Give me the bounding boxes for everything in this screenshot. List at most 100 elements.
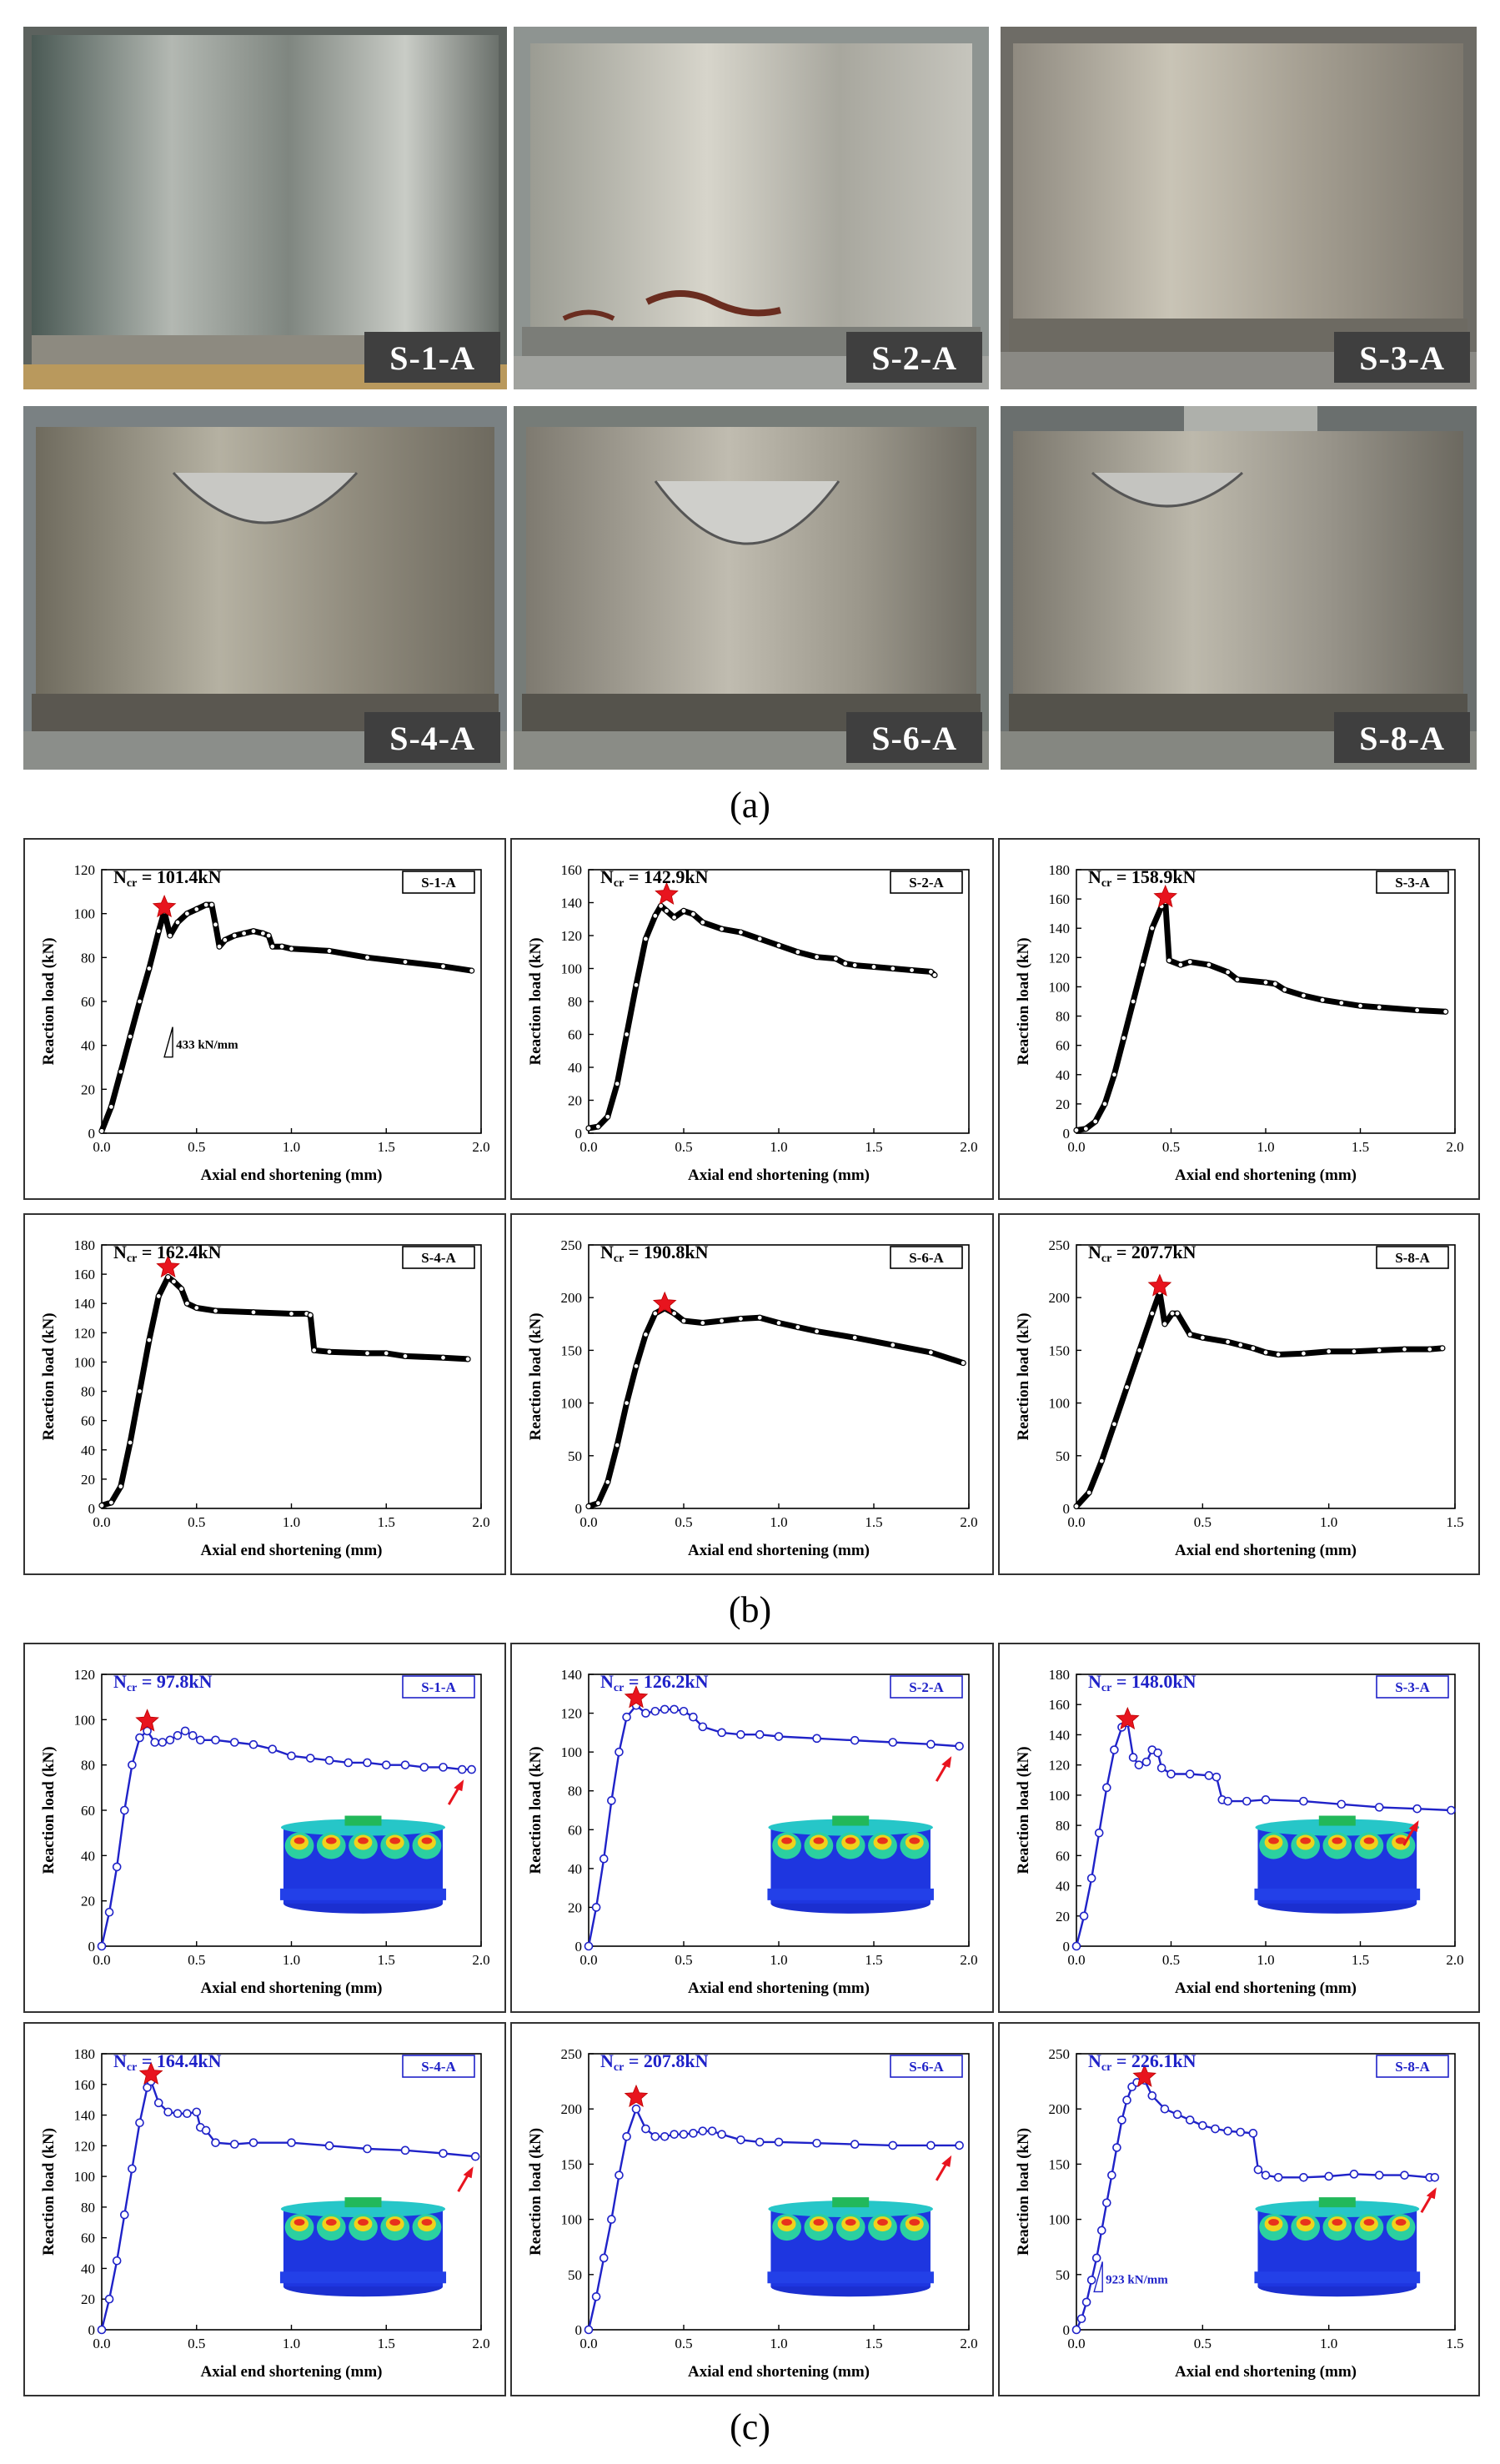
plot-area-border [1076,1244,1456,1509]
data-point [1299,2172,1308,2182]
x-tick-label: 1.5 [1446,1514,1463,1530]
series-line [98,901,475,1134]
data-point [585,1503,592,1510]
specimen-tag-box [402,871,475,894]
y-tick-label: 20 [568,1093,582,1109]
x-tick-label: 2.0 [1446,1952,1463,1968]
data-point [173,1731,183,1740]
chart-c-s-6-a: 0 50 100 150 200 250 0.0 0.5 1.0 1.5 2.0 Axial end … [527,2046,978,2381]
fea-buckle-peak [813,2219,825,2226]
specimen-tag: S-4-A [421,1250,456,1266]
data-point [1112,2143,1121,2152]
specimen-tag: S-6-A [909,2059,944,2075]
fea-buckle-peak [1300,2219,1312,2226]
data-point [439,1763,448,1772]
x-tick-label: 2.0 [472,1514,489,1530]
data-point [150,1738,159,1747]
fea-top-ring [1255,1819,1420,1836]
data-point [269,943,276,950]
fea-buckle-peak [293,1837,305,1844]
data-point [1086,1874,1096,1883]
x-tick-label: 2.0 [960,2336,977,2351]
y-tick-label: 50 [1056,2267,1070,2283]
fea-buckle-peak [813,1837,825,1844]
data-point [1128,1753,1138,1762]
data-point [97,1941,107,1951]
photo-s-6-a: S-6-A [514,406,989,770]
data-point [143,2083,152,2092]
chart-c-s-2-a: 0 20 40 60 80 100 120 140 0.0 0.5 1.0 1.5 2.0 Axial e… [527,1667,978,1997]
chart-b-s-3-a: 0 20 40 60 80 100 120 140 160 180 0.0 0.5 1.0 1.5 2.0 A… [1015,862,1464,1184]
x-tick-label: 1.0 [770,2336,787,2351]
x-tick-label: 2.0 [472,1139,489,1155]
data-point [814,954,820,961]
data-point [180,1726,190,1736]
data-point [599,1854,609,1864]
x-tick-label: 1.5 [865,1139,882,1155]
data-point [1248,2129,1258,2138]
data-point [1299,1796,1308,1806]
fea-buckle-peak [845,2219,856,2226]
data-point [193,906,200,913]
arrow-head [941,1756,952,1769]
specimen-tag-box [890,1675,963,1699]
data-point [1076,2314,1086,2324]
x-axis-label: Axial end shortening (mm) [688,2363,870,2381]
data-point [1326,1348,1332,1355]
data-point [192,2107,202,2117]
chart-panel-c-s-2-a: 0 20 40 60 80 100 120 140 0.0 0.5 1.0 1.5 2.0 Axial e… [510,1643,994,2013]
data-point [193,1304,200,1312]
data-point [756,936,763,942]
specimen-photo [1001,27,1477,389]
data-point [1098,1458,1105,1464]
data-point [1414,1006,1421,1014]
fea-buckle-peak [325,1837,337,1844]
data-point [1427,1346,1433,1352]
x-tick-label: 0.0 [579,1139,597,1155]
y-tick-label: 100 [1049,2212,1071,2228]
x-tick-label: 0.0 [579,1514,597,1530]
y-tick-label: 150 [561,2156,583,2172]
chart-panel-c-s-4-a: 0 20 40 60 80 100 120 140 160 180 0.0 0.5 1.0 1.5 2.0 A… [23,2022,506,2396]
data-point [926,2140,936,2150]
caption-b: (b) [728,1589,772,1630]
photo-label: S-6-A [846,712,982,763]
data-point [1071,1941,1081,1951]
data-point [1101,1101,1108,1107]
chart-c-s-8-a: 0 50 100 150 200 250 0.0 0.5 1.0 1.5 Axial end sho… [1015,2046,1464,2381]
data-point [737,929,744,936]
data-point [1338,1000,1345,1006]
y-tick-label: 80 [81,1384,95,1400]
data-point [1212,1772,1222,1782]
y-tick-label: 80 [81,2200,95,2216]
data-point [1092,1118,1099,1125]
y-tick-label: 140 [561,896,583,911]
data-point [1376,1004,1382,1011]
plot-area-border [1076,2053,1456,2331]
data-point [383,1350,389,1357]
x-tick-label: 1.0 [283,2336,300,2351]
data-point [250,928,257,935]
specimen-tag: S-4-A [421,2059,456,2075]
data-point [690,911,696,917]
chart-panel-b-s-6-a: 0 50 100 150 200 250 0.0 0.5 1.0 1.5 2.0 Axial end … [510,1213,994,1575]
specimen-photo [514,406,989,770]
photo-label: S-2-A [846,332,982,383]
data-point [1261,1795,1271,1804]
data-point [888,2140,898,2150]
specimen-tag-box [1376,871,1449,894]
data-point [305,1754,315,1763]
x-axis-label: Axial end shortening (mm) [201,1542,383,1559]
data-point [795,1323,801,1331]
x-tick-label: 0.0 [93,1139,110,1155]
data-point [381,1760,391,1769]
chart-panel-b-s-3-a: 0 20 40 60 80 100 120 140 160 180 0.0 0.5 1.0 1.5 2.0 A… [998,838,1480,1200]
fea-contour-inset [279,2197,447,2297]
data-point [755,2137,765,2147]
data-point [591,2291,601,2301]
data-point [1141,1757,1151,1767]
fea-lower-ring [1254,2271,1421,2284]
fea-lower-ring [279,2271,447,2284]
data-point [311,1347,318,1353]
data-point [850,2140,860,2149]
